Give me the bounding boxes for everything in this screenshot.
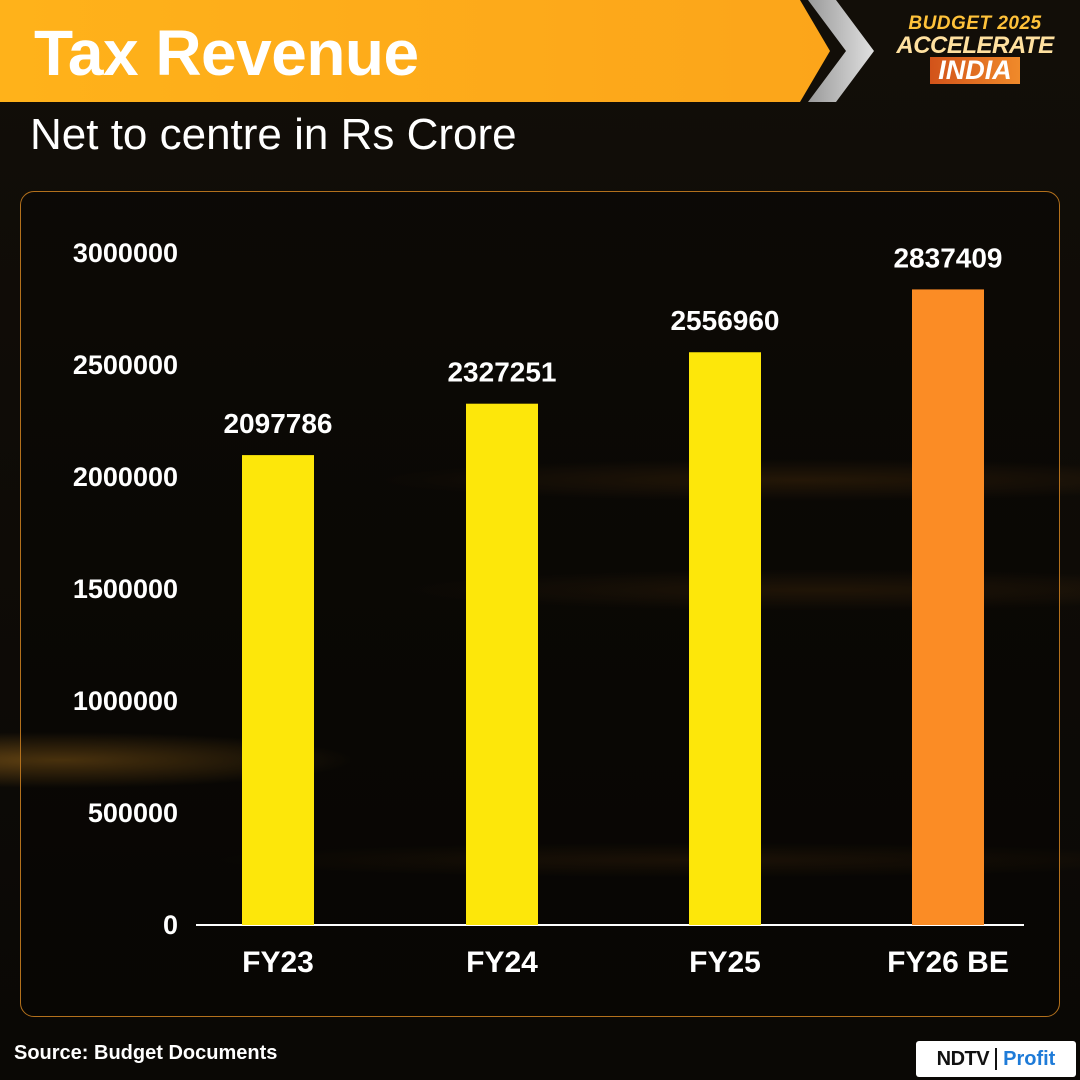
- brand-right: Profit: [1003, 1047, 1056, 1070]
- brand-logo: NDTV Profit: [916, 1041, 1076, 1077]
- y-tick-label-4: 2000000: [73, 462, 178, 492]
- brand-left: NDTV: [936, 1047, 990, 1070]
- brand-divider: [995, 1048, 998, 1070]
- x-tick-label-0: FY23: [242, 946, 314, 979]
- bar-value-label-1: 2327251: [447, 357, 556, 388]
- bar-3: [912, 289, 984, 925]
- source-note: Source: Budget Documents: [14, 1042, 278, 1064]
- page-title: Tax Revenue: [34, 17, 419, 89]
- x-tick-label-1: FY24: [466, 946, 538, 979]
- budget-logo: BUDGET 2025 ACCELERATE INDIA: [880, 14, 1070, 84]
- logo-line-3: INDIA: [930, 57, 1020, 84]
- bar-value-label-3: 2837409: [893, 242, 1002, 273]
- chart-panel: [20, 191, 1060, 1017]
- y-tick-label-0: 0: [163, 910, 178, 940]
- x-tick-label-3: FY26 BE: [887, 946, 1009, 979]
- y-tick-label-3: 1500000: [73, 574, 178, 604]
- x-tick-label-2: FY25: [689, 946, 761, 979]
- bar-value-label-2: 2556960: [670, 305, 779, 336]
- y-tick-label-6: 3000000: [73, 238, 178, 268]
- bar-1: [466, 403, 538, 925]
- logo-line-1: BUDGET 2025: [908, 13, 1042, 34]
- page-subtitle: Net to centre in Rs Crore: [30, 110, 517, 159]
- y-tick-label-1: 500000: [88, 798, 178, 828]
- y-tick-label-5: 2500000: [73, 350, 178, 380]
- title-band: [0, 0, 830, 102]
- y-tick-label-2: 1000000: [73, 686, 178, 716]
- bar-value-label-0: 2097786: [223, 408, 332, 439]
- bar-0: [242, 455, 314, 925]
- logo-line-2: ACCELERATE: [896, 32, 1054, 59]
- bar-2: [689, 352, 761, 925]
